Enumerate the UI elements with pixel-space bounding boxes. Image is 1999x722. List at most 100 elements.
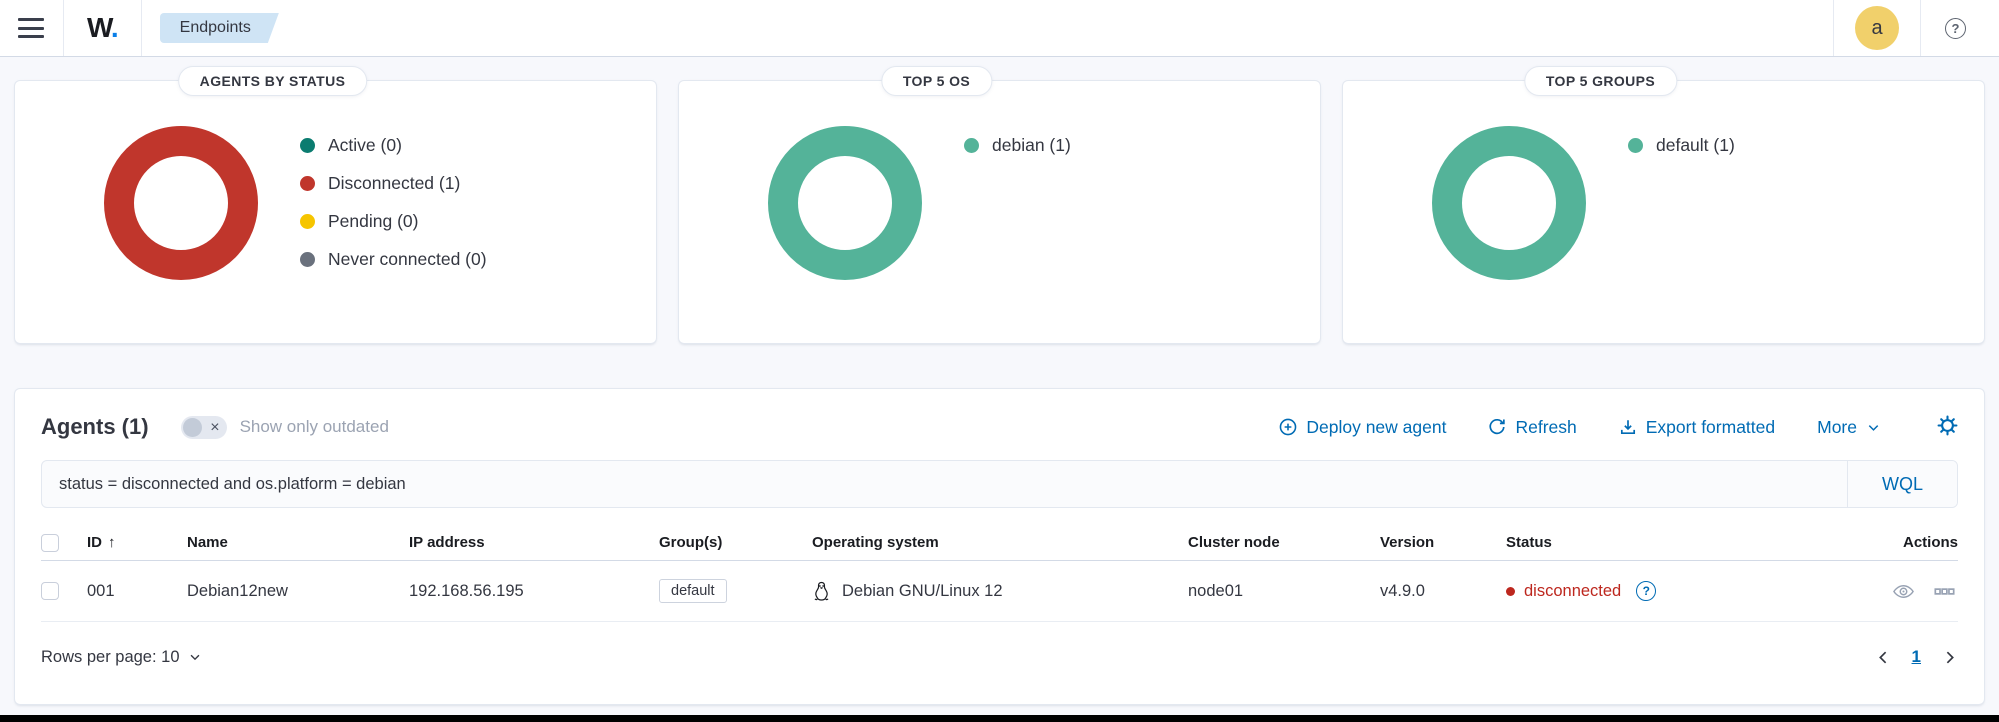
table-settings-button[interactable] xyxy=(1937,415,1958,439)
app-logo[interactable]: W. xyxy=(64,12,141,44)
legend-label: Pending (0) xyxy=(328,210,419,231)
deploy-label: Deploy new agent xyxy=(1306,416,1447,437)
legend-item-disconnected[interactable]: Disconnected (1) xyxy=(300,169,487,197)
card-title: AGENTS BY STATUS xyxy=(177,66,368,96)
column-name[interactable]: Name xyxy=(187,534,228,551)
status-label: disconnected xyxy=(1524,581,1622,600)
legend: debian (1) xyxy=(964,81,1071,288)
table-header: ID ↑ Name IP address Group(s) Operating … xyxy=(41,525,1958,561)
logo-dot: . xyxy=(110,12,119,43)
legend-label: Disconnected (1) xyxy=(328,172,461,193)
column-version[interactable]: Version xyxy=(1380,534,1435,551)
more-button[interactable]: More xyxy=(1817,417,1881,438)
sort-ascending-icon: ↑ xyxy=(108,534,116,551)
export-icon xyxy=(1620,420,1635,435)
column-status[interactable]: Status xyxy=(1506,534,1552,551)
row-checkbox[interactable] xyxy=(41,582,59,600)
export-formatted-button[interactable]: Export formatted xyxy=(1619,417,1775,438)
divider xyxy=(63,0,64,56)
previous-page-button[interactable] xyxy=(1875,649,1892,666)
cell-ip: 192.168.56.195 xyxy=(409,581,524,600)
column-cluster-node[interactable]: Cluster node xyxy=(1188,534,1280,551)
column-operating-system[interactable]: Operating system xyxy=(812,534,939,551)
export-label: Export formatted xyxy=(1645,416,1776,437)
cell-groups: default xyxy=(659,579,812,603)
legend-item-active[interactable]: Active (0) xyxy=(300,131,487,159)
cell-id: 001 xyxy=(87,581,115,600)
pagination: 1 xyxy=(1875,647,1958,667)
search-bar: status = disconnected and os.platform = … xyxy=(41,460,1958,508)
linux-penguin-icon xyxy=(814,581,829,601)
card-top5-groups: TOP 5 GROUPS default (1) xyxy=(1342,66,1985,344)
cell-os: Debian GNU/Linux 12 xyxy=(812,581,1188,602)
rows-per-page-selector[interactable]: Rows per page: 10 xyxy=(41,648,202,667)
chevron-right-icon xyxy=(1946,651,1954,663)
legend-item-never-connected[interactable]: Never connected (0) xyxy=(300,245,487,273)
status-help-icon[interactable]: ? xyxy=(1636,581,1657,601)
cell-cluster-node: node01 xyxy=(1188,581,1244,600)
legend-item-debian[interactable]: debian (1) xyxy=(964,131,1071,159)
legend: default (1) xyxy=(1628,81,1735,288)
group-badge[interactable]: default xyxy=(659,579,727,603)
legend-item-pending[interactable]: Pending (0) xyxy=(300,207,487,235)
column-id-label: ID xyxy=(87,534,102,551)
page-number-1[interactable]: 1 xyxy=(1911,647,1921,666)
top5-groups-donut-chart[interactable] xyxy=(1424,118,1594,288)
wql-query-input[interactable]: status = disconnected and os.platform = … xyxy=(59,474,406,493)
disconnected-status-dot xyxy=(1506,586,1515,596)
breadcrumb[interactable]: Endpoints xyxy=(160,13,279,43)
legend-label: default (1) xyxy=(1656,134,1735,155)
divider xyxy=(1920,0,1921,56)
toggle-knob xyxy=(182,417,202,437)
table-row: 001 Debian12new 192.168.56.195 default D… xyxy=(41,561,1958,622)
refresh-label: Refresh xyxy=(1515,416,1577,437)
refresh-icon xyxy=(1489,419,1506,435)
window-bottom-edge xyxy=(0,715,1999,722)
legend-label: Never connected (0) xyxy=(328,248,487,269)
gear-icon xyxy=(1937,415,1958,436)
chevron-down-icon xyxy=(190,654,199,661)
card-title: TOP 5 OS xyxy=(880,66,993,96)
help-icon[interactable]: ? xyxy=(1945,17,1966,39)
legend-dot-icon xyxy=(1628,137,1643,153)
more-label: More xyxy=(1817,416,1857,437)
deploy-new-agent-button[interactable]: Deploy new agent xyxy=(1279,417,1446,438)
show-only-outdated-toggle[interactable]: × xyxy=(180,415,227,439)
plus-in-circle-icon xyxy=(1280,418,1297,436)
rows-per-page-label: Rows per page: 10 xyxy=(41,647,180,666)
card-top5-os: TOP 5 OS debian (1) xyxy=(678,66,1321,344)
menu-icon[interactable] xyxy=(18,18,44,38)
agents-title: Agents (1) xyxy=(41,414,149,439)
card-title: TOP 5 GROUPS xyxy=(1523,66,1678,96)
legend: Active (0) Disconnected (1) Pending (0) … xyxy=(300,81,487,288)
eye-icon xyxy=(1893,584,1914,598)
toggle-x-icon: × xyxy=(210,418,220,436)
legend-dot-icon xyxy=(964,137,979,153)
legend-item-default[interactable]: default (1) xyxy=(1628,131,1735,159)
wql-language-button[interactable]: WQL xyxy=(1847,461,1957,507)
divider xyxy=(140,0,142,56)
legend-dot-icon xyxy=(300,137,315,153)
next-page-button[interactable] xyxy=(1941,649,1958,666)
refresh-button[interactable]: Refresh xyxy=(1488,416,1577,438)
column-id[interactable]: ID ↑ xyxy=(87,534,187,551)
column-ip-address[interactable]: IP address xyxy=(409,534,485,551)
agents-by-status-donut-chart[interactable] xyxy=(96,118,266,288)
top-bar: W. Endpoints a ? xyxy=(0,0,1999,57)
cell-status: disconnected ? xyxy=(1506,581,1806,601)
legend-dot-icon xyxy=(300,213,315,229)
legend-dot-icon xyxy=(300,251,315,267)
column-actions: Actions xyxy=(1902,534,1958,551)
row-more-actions-button[interactable] xyxy=(1934,581,1955,602)
chevron-left-icon xyxy=(1878,651,1886,663)
avatar[interactable]: a xyxy=(1855,6,1899,50)
cell-name[interactable]: Debian12new xyxy=(187,581,288,600)
column-groups[interactable]: Group(s) xyxy=(659,534,723,551)
select-all-checkbox[interactable] xyxy=(41,533,59,552)
top5-os-donut-chart[interactable] xyxy=(760,118,930,288)
os-label: Debian GNU/Linux 12 xyxy=(842,581,1003,600)
view-agent-details-button[interactable] xyxy=(1892,580,1915,603)
legend-dot-icon xyxy=(300,175,315,191)
cell-version: v4.9.0 xyxy=(1380,581,1425,600)
cell-actions xyxy=(1806,580,1958,603)
